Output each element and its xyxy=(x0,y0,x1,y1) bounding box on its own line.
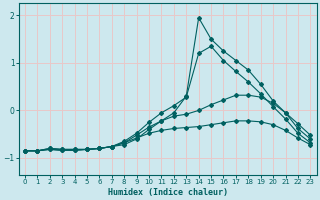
X-axis label: Humidex (Indice chaleur): Humidex (Indice chaleur) xyxy=(108,188,228,197)
